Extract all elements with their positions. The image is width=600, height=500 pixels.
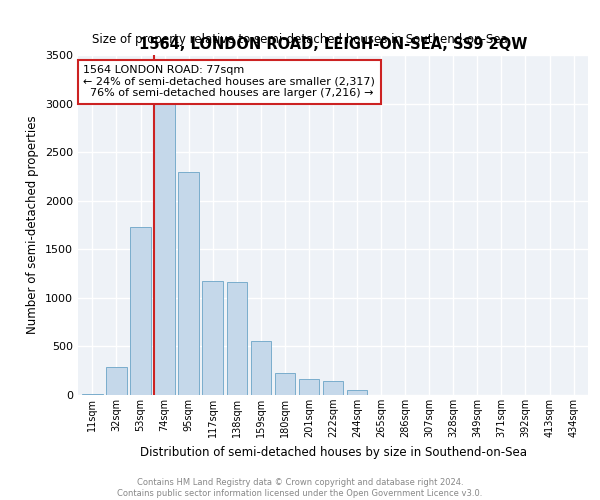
Bar	[154, 94, 175, 395]
Bar	[130, 227, 151, 395]
Bar	[227, 282, 247, 395]
Text: Contains HM Land Registry data © Crown copyright and database right 2024.
Contai: Contains HM Land Registry data © Crown c…	[118, 478, 482, 498]
Bar	[202, 282, 223, 395]
Title: 1564, LONDON ROAD, LEIGH-ON-SEA, SS9 2QW: 1564, LONDON ROAD, LEIGH-ON-SEA, SS9 2QW	[139, 38, 527, 52]
Bar	[82, 394, 103, 395]
Bar	[106, 367, 127, 395]
Text: Size of property relative to semi-detached houses in Southend-on-Sea: Size of property relative to semi-detach…	[92, 32, 508, 46]
Bar	[323, 381, 343, 395]
Bar	[299, 380, 319, 395]
Y-axis label: Number of semi-detached properties: Number of semi-detached properties	[26, 116, 40, 334]
X-axis label: Distribution of semi-detached houses by size in Southend-on-Sea: Distribution of semi-detached houses by …	[139, 446, 527, 458]
Bar	[347, 390, 367, 395]
Bar	[178, 172, 199, 395]
Bar	[251, 340, 271, 395]
Text: 1564 LONDON ROAD: 77sqm
← 24% of semi-detached houses are smaller (2,317)
  76% : 1564 LONDON ROAD: 77sqm ← 24% of semi-de…	[83, 65, 375, 98]
Bar	[275, 372, 295, 395]
